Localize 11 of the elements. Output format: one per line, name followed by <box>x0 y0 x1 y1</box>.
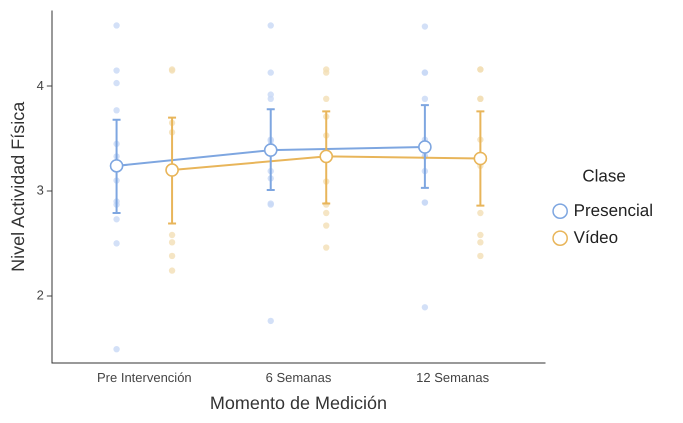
x-tick-label: 6 Semanas <box>266 370 332 386</box>
y-axis-title: Nivel Actividad Física <box>8 100 28 272</box>
y-tick-label: 2 <box>36 287 44 302</box>
legend-label: Presencial <box>574 200 654 220</box>
legend-label: Vídeo <box>574 228 618 247</box>
legend-title: Clase <box>582 166 626 186</box>
x-axis-title: Momento de Medición <box>210 393 388 414</box>
y-tick-label: 3 <box>36 182 44 198</box>
x-tick-label: 12 Semanas <box>416 370 490 386</box>
y-tick-label: 4 <box>36 78 44 93</box>
x-tick-label: Pre Intervención <box>96 370 192 386</box>
